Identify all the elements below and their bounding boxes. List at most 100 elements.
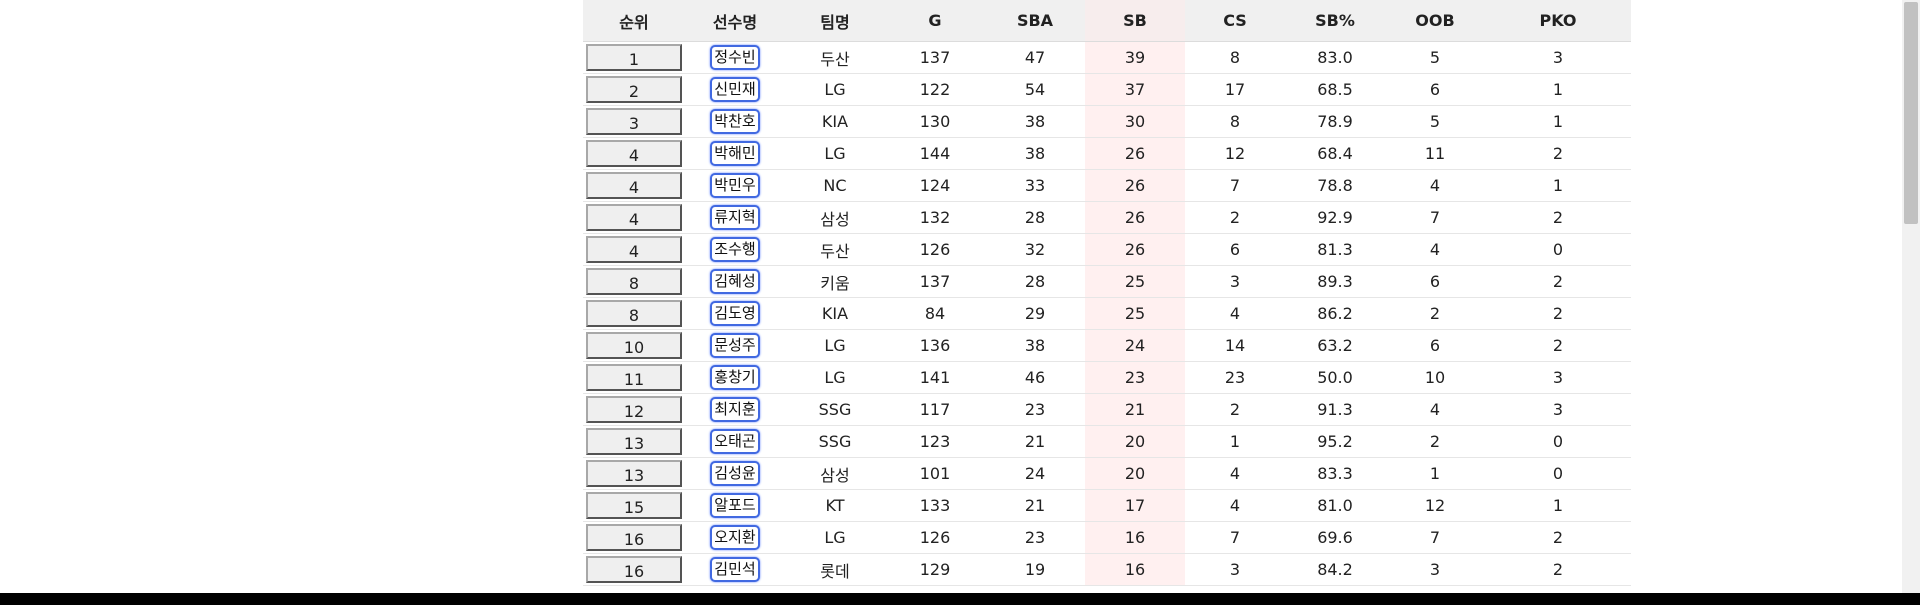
header-sba[interactable]: SBA <box>985 0 1085 42</box>
cell-sb-percent: 84.2 <box>1285 553 1385 586</box>
cell-games: 133 <box>885 489 985 522</box>
table-row: 4 박해민 LG 144 38 26 12 68.4 11 2 <box>583 137 1631 170</box>
header-oob[interactable]: OOB <box>1385 0 1485 42</box>
player-name-link[interactable]: 박해민 <box>710 141 760 166</box>
cell-rank: 8 <box>583 297 685 330</box>
cell-oob: 6 <box>1385 73 1485 106</box>
cell-cs: 3 <box>1185 265 1285 298</box>
player-name-link[interactable]: 알포드 <box>710 493 760 518</box>
header-rank[interactable]: 순위 <box>583 0 685 42</box>
player-name-link[interactable]: 김성윤 <box>710 461 760 486</box>
rank-button[interactable]: 13 <box>586 460 682 487</box>
cell-games: 126 <box>885 521 985 554</box>
rank-button[interactable]: 4 <box>586 236 682 263</box>
cell-pko: 1 <box>1485 73 1631 106</box>
player-name-link[interactable]: 박민우 <box>710 173 760 198</box>
player-name-link[interactable]: 오지환 <box>710 525 760 550</box>
cell-games: 144 <box>885 137 985 170</box>
player-name-link[interactable]: 조수행 <box>710 237 760 262</box>
player-name-link[interactable]: 신민재 <box>710 77 760 102</box>
stolen-base-ranking-table: 순위 선수명 팀명 G SBA SB CS SB% OOB PKO 1 정수빈 두산… <box>583 0 1631 586</box>
cell-pko: 2 <box>1485 265 1631 298</box>
scrollbar-thumb[interactable] <box>1904 2 1918 224</box>
rank-button[interactable]: 12 <box>586 396 682 423</box>
header-games[interactable]: G <box>885 0 985 42</box>
player-name-link[interactable]: 박찬호 <box>710 109 760 134</box>
cell-pko: 3 <box>1485 393 1631 426</box>
rank-button[interactable]: 4 <box>586 172 682 199</box>
cell-cs: 2 <box>1185 393 1285 426</box>
header-sb[interactable]: SB <box>1085 0 1185 42</box>
player-name-link[interactable]: 오태곤 <box>710 429 760 454</box>
cell-sb: 26 <box>1085 169 1185 202</box>
cell-games: 126 <box>885 233 985 266</box>
rank-button[interactable]: 10 <box>586 332 682 359</box>
header-cs[interactable]: CS <box>1185 0 1285 42</box>
rank-button[interactable]: 16 <box>586 556 682 583</box>
cell-cs: 23 <box>1185 361 1285 394</box>
rank-button[interactable]: 8 <box>586 268 682 295</box>
cell-pko: 1 <box>1485 489 1631 522</box>
table-row: 3 박찬호 KIA 130 38 30 8 78.9 5 1 <box>583 105 1631 138</box>
cell-games: 84 <box>885 297 985 330</box>
rank-button[interactable]: 13 <box>586 428 682 455</box>
rank-button[interactable]: 11 <box>586 364 682 391</box>
cell-player-name: 홍창기 <box>685 361 785 394</box>
cell-sb: 30 <box>1085 105 1185 138</box>
cell-sb: 16 <box>1085 553 1185 586</box>
cell-games: 132 <box>885 201 985 234</box>
player-name-link[interactable]: 김도영 <box>710 301 760 326</box>
cell-sba: 21 <box>985 489 1085 522</box>
player-name-link[interactable]: 정수빈 <box>710 45 760 70</box>
cell-pko: 0 <box>1485 457 1631 490</box>
player-name-link[interactable]: 홍창기 <box>710 365 760 390</box>
cell-cs: 7 <box>1185 521 1285 554</box>
vertical-scrollbar[interactable] <box>1902 0 1920 593</box>
cell-sb-percent: 68.5 <box>1285 73 1385 106</box>
player-name-link[interactable]: 최지훈 <box>710 397 760 422</box>
cell-sb: 20 <box>1085 457 1185 490</box>
header-player-name[interactable]: 선수명 <box>685 0 785 42</box>
cell-games: 117 <box>885 393 985 426</box>
cell-games: 122 <box>885 73 985 106</box>
cell-pko: 1 <box>1485 169 1631 202</box>
cell-sb-percent: 68.4 <box>1285 137 1385 170</box>
cell-team-name: SSG <box>785 425 885 458</box>
rank-button[interactable]: 2 <box>586 76 682 103</box>
cell-sb-percent: 81.0 <box>1285 489 1385 522</box>
cell-sb: 26 <box>1085 233 1185 266</box>
cell-pko: 2 <box>1485 553 1631 586</box>
cell-cs: 8 <box>1185 41 1285 74</box>
cell-team-name: SSG <box>785 393 885 426</box>
cell-pko: 3 <box>1485 41 1631 74</box>
cell-pko: 0 <box>1485 425 1631 458</box>
table-row: 4 박민우 NC 124 33 26 7 78.8 4 1 <box>583 169 1631 202</box>
rank-button[interactable]: 3 <box>586 108 682 135</box>
rank-button[interactable]: 4 <box>586 204 682 231</box>
cell-cs: 3 <box>1185 553 1285 586</box>
player-name-link[interactable]: 문성주 <box>710 333 760 358</box>
cell-oob: 11 <box>1385 137 1485 170</box>
cell-player-name: 오태곤 <box>685 425 785 458</box>
player-name-link[interactable]: 김민석 <box>710 557 760 582</box>
rank-button[interactable]: 16 <box>586 524 682 551</box>
cell-team-name: NC <box>785 169 885 202</box>
cell-team-name: 삼성 <box>785 201 885 234</box>
cell-team-name: LG <box>785 521 885 554</box>
header-pko[interactable]: PKO <box>1485 0 1631 42</box>
header-sb-percent[interactable]: SB% <box>1285 0 1385 42</box>
cell-sba: 28 <box>985 265 1085 298</box>
cell-player-name: 김도영 <box>685 297 785 330</box>
rank-button[interactable]: 4 <box>586 140 682 167</box>
header-team-name[interactable]: 팀명 <box>785 0 885 42</box>
cell-games: 130 <box>885 105 985 138</box>
cell-rank: 2 <box>583 73 685 106</box>
player-name-link[interactable]: 김혜성 <box>710 269 760 294</box>
bottom-black-strip <box>0 593 1920 605</box>
rank-button[interactable]: 1 <box>586 44 682 71</box>
player-name-link[interactable]: 류지혁 <box>710 205 760 230</box>
cell-games: 141 <box>885 361 985 394</box>
rank-button[interactable]: 8 <box>586 300 682 327</box>
rank-button[interactable]: 15 <box>586 492 682 519</box>
cell-cs: 14 <box>1185 329 1285 362</box>
